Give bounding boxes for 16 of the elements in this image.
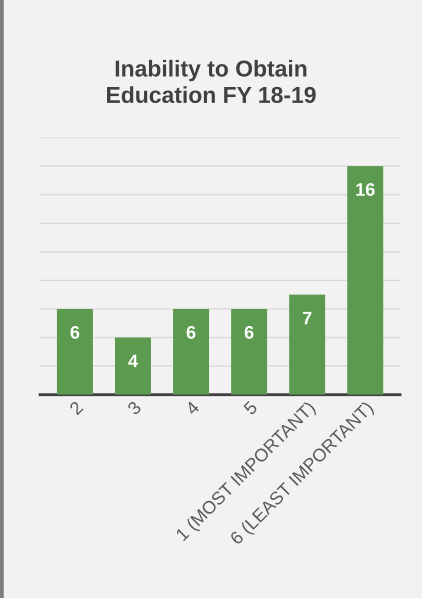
x-tick-label: 4 <box>184 400 200 416</box>
bar <box>114 338 151 395</box>
bar <box>347 166 384 395</box>
data-label: 6 <box>244 326 254 339</box>
x-tick-label: 3 <box>126 400 142 416</box>
bar <box>173 308 210 395</box>
chart-title: Inability to Obtain Education FY 18-19 <box>107 60 316 104</box>
data-label: 4 <box>128 354 138 368</box>
data-label: 7 <box>302 312 312 324</box>
data-label: 16 <box>356 183 375 196</box>
x-tick-label: 2 <box>68 400 84 416</box>
data-label: 6 <box>70 326 80 339</box>
bar <box>231 308 268 395</box>
bar <box>289 294 326 395</box>
bar <box>56 308 93 395</box>
data-label: 6 <box>186 326 196 339</box>
